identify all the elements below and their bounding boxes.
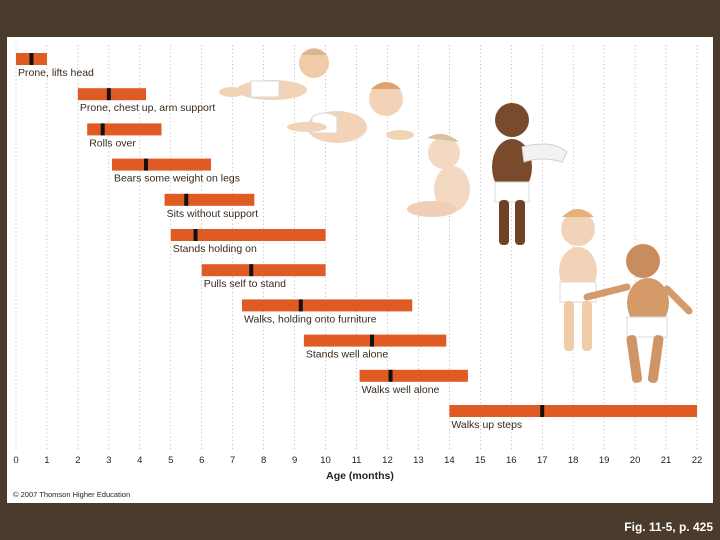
baby-prone-chest-up-illustration	[287, 82, 414, 143]
x-tick-label-12: 12	[382, 455, 393, 466]
x-tick-label-22: 22	[692, 455, 703, 466]
milestone-bar-7	[201, 264, 326, 277]
baby-standing-alone-illustration	[559, 209, 597, 351]
milestone-median-marker-1	[29, 53, 34, 65]
milestone-label-7: Pulls self to stand	[204, 278, 286, 290]
milestone-label-1: Prone, lifts head	[18, 67, 94, 79]
milestone-bar-5	[164, 193, 255, 206]
milestone-bar-11	[449, 405, 697, 417]
milestone-label-9: Stands well alone	[306, 349, 388, 361]
milestone-label-8: Walks, holding onto furniture	[244, 313, 377, 325]
milestone-median-marker-10	[388, 369, 393, 382]
figure-caption: Fig. 11-5, p. 425	[624, 520, 713, 534]
x-tick-label-20: 20	[630, 455, 641, 466]
milestone-bar-3	[87, 123, 162, 136]
baby-sitting-illustration	[407, 133, 470, 217]
milestone-label-5: Sits without support	[167, 208, 259, 220]
x-tick-label-10: 10	[320, 455, 331, 466]
milestone-median-marker-2	[106, 88, 111, 101]
x-tick-label-13: 13	[413, 455, 424, 466]
milestone-median-marker-3	[100, 123, 105, 136]
x-tick-label-8: 8	[261, 455, 266, 466]
milestone-median-marker-7	[249, 264, 254, 277]
milestone-label-2: Prone, chest up, arm support	[80, 102, 215, 114]
x-tick-label-14: 14	[444, 455, 455, 466]
milestone-median-marker-9	[369, 334, 374, 347]
baby-prone-lifting-head-illustration	[219, 48, 329, 100]
milestone-bar-4	[111, 158, 212, 171]
milestone-label-6: Stands holding on	[173, 243, 257, 255]
x-tick-label-11: 11	[352, 455, 362, 466]
milestone-bar-2	[77, 88, 147, 101]
milestone-bar-8	[241, 299, 413, 312]
copyright-notice: © 2007 Thomson Higher Education	[13, 490, 131, 499]
milestone-chart: Prone, lifts head Prone, chest up, arm su…	[13, 45, 702, 482]
x-tick-label-5: 5	[168, 455, 173, 466]
milestone-label-3: Rolls over	[89, 137, 136, 149]
x-tick-label-4: 4	[137, 455, 142, 466]
x-tick-label-3: 3	[106, 455, 111, 466]
milestone-label-4: Bears some weight on legs	[114, 173, 240, 185]
x-tick-label-2: 2	[75, 455, 80, 466]
x-tick-label-9: 9	[292, 455, 297, 466]
milestone-median-marker-11	[540, 405, 545, 417]
milestone-label-10: Walks well alone	[362, 384, 440, 396]
x-tick-label-6: 6	[199, 455, 204, 466]
baby-illustrations	[219, 48, 693, 383]
milestone-bars: Prone, lifts head Prone, chest up, arm su…	[16, 53, 697, 431]
x-tick-label-0: 0	[13, 455, 18, 466]
milestone-bar-6	[170, 229, 326, 241]
x-tick-label-17: 17	[537, 455, 548, 466]
baby-walking-illustration	[583, 244, 693, 383]
milestone-bar-10	[359, 369, 468, 382]
milestone-median-marker-5	[184, 193, 189, 206]
milestone-median-marker-4	[144, 158, 149, 171]
milestone-bar-9	[303, 334, 447, 347]
x-tick-label-15: 15	[475, 455, 486, 466]
milestone-median-marker-6	[193, 229, 198, 241]
x-axis-title: Age (months)	[326, 470, 394, 482]
milestone-label-11: Walks up steps	[451, 419, 522, 431]
x-axis: 0 1 2 3 4 5 6 7 8 9 10 11 12 13 14 15 16 17 18 19 20 21 22	[13, 455, 702, 466]
milestone-median-marker-8	[298, 299, 303, 312]
x-tick-label-18: 18	[568, 455, 579, 466]
x-tick-label-1: 1	[44, 455, 49, 466]
x-tick-label-16: 16	[506, 455, 517, 466]
figure-panel: Prone, lifts head Prone, chest up, arm su…	[7, 37, 713, 503]
x-tick-label-21: 21	[661, 455, 672, 466]
x-tick-label-19: 19	[599, 455, 610, 466]
baby-standing-holding-on-illustration	[492, 103, 568, 245]
grid-lines	[15, 45, 698, 450]
x-tick-label-7: 7	[230, 455, 235, 466]
